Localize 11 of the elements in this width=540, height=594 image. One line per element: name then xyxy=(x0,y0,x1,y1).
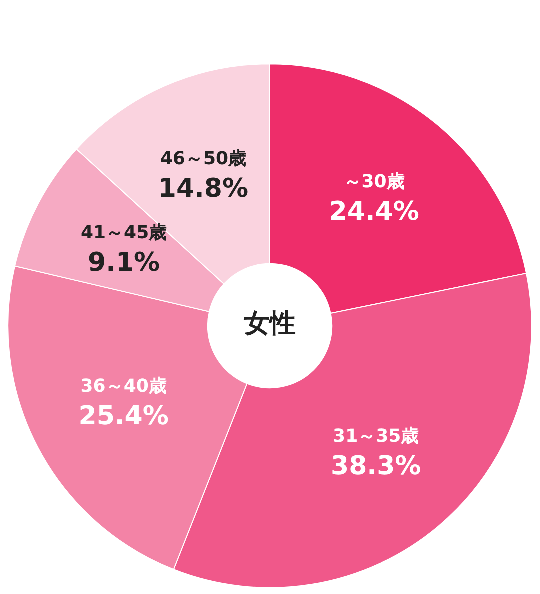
slice-label: 31～35歳 xyxy=(333,426,420,447)
slice-label: ～30歳 xyxy=(344,172,405,193)
data-label: 38.3% xyxy=(331,451,422,482)
slice-label: 46～50歳 xyxy=(160,148,247,170)
text: 女性 xyxy=(243,309,296,339)
slice-label: 41～45歳 xyxy=(80,222,168,244)
slice-label: 36～40歳 xyxy=(80,376,167,398)
data-label: 9.1% xyxy=(88,248,160,278)
data-label: 24.4% xyxy=(329,197,420,228)
data-label: 14.8% xyxy=(158,174,249,204)
data-label: 25.4% xyxy=(78,402,169,432)
